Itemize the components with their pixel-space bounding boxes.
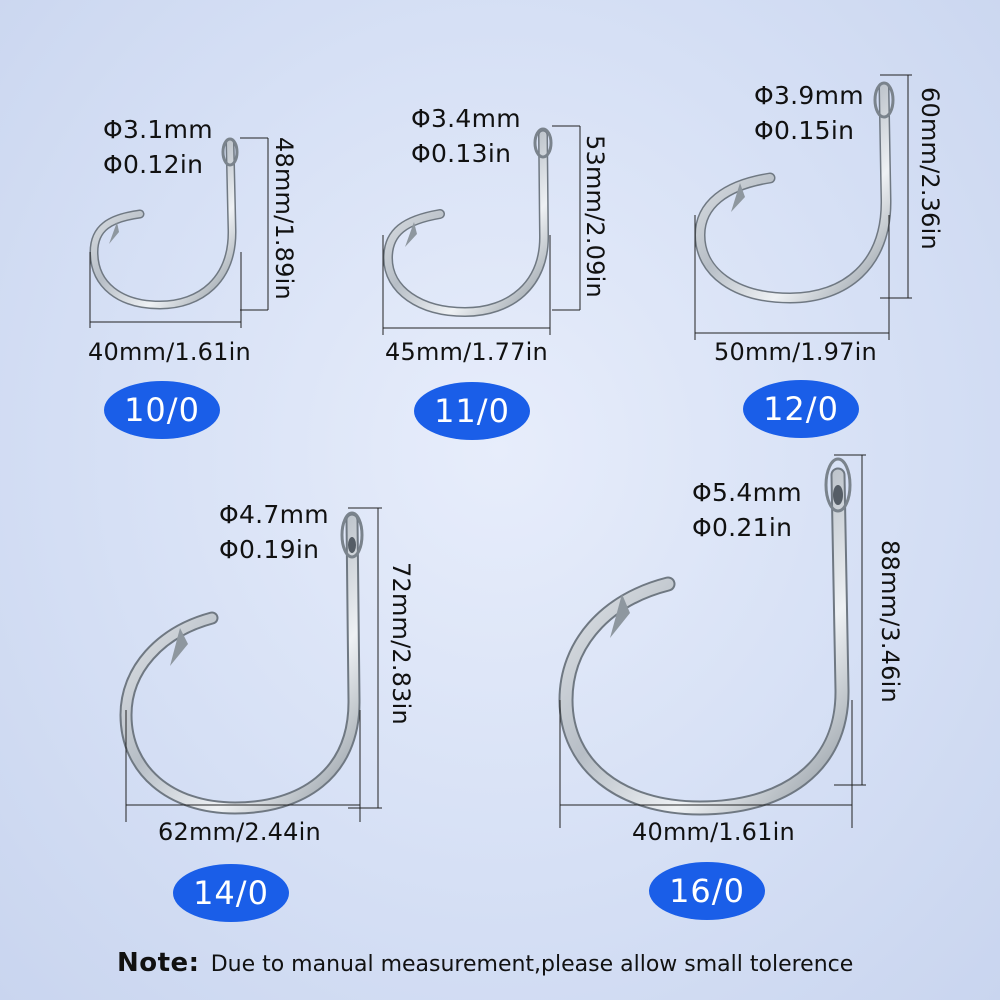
hook-14-0-height-label: 72mm/2.83in xyxy=(387,562,415,725)
hook-10-0-dimension-lines xyxy=(89,137,269,328)
hook-11-0-wire-mm: Φ3.4mm xyxy=(411,104,521,133)
hook-10-0-wire-mm: Φ3.1mm xyxy=(103,115,213,144)
hook-12-0-wire-mm: Φ3.9mm xyxy=(754,81,864,110)
hook-14-0-wire-diameter: Φ4.7mm Φ0.19in xyxy=(219,497,329,567)
hook-14-0-size-badge: 14/0 xyxy=(173,864,289,922)
hook-16-0-height-label: 88mm/3.46in xyxy=(876,540,904,703)
hook-16-0-drawing xyxy=(558,457,852,816)
hook-12-0-wire-diameter: Φ3.9mm Φ0.15in xyxy=(754,78,864,148)
hook-16-0-wire-mm: Φ5.4mm xyxy=(692,478,802,507)
hook-14-0-wire-mm: Φ4.7mm xyxy=(219,500,329,529)
hook-12-0-dimension-lines xyxy=(694,74,912,340)
hook-14-0-dimension-lines xyxy=(125,507,382,822)
hook-16-0-wire-diameter: Φ5.4mm Φ0.21in xyxy=(692,475,802,545)
hook-16-0-dimension-lines xyxy=(559,454,866,828)
hook-11-0-dimension-lines xyxy=(382,125,581,335)
hook-14-0-width-label: 62mm/2.44in xyxy=(158,818,321,846)
hook-10-0-height-label: 48mm/1.89in xyxy=(270,137,298,300)
hook-12-0-height-label: 60mm/2.36in xyxy=(916,87,944,250)
hook-10-0-width-label: 40mm/1.61in xyxy=(88,338,251,366)
hook-12-0-wire-in: Φ0.15in xyxy=(754,116,855,145)
hook-16-0-size-badge: 16/0 xyxy=(649,862,765,920)
hook-11-0-width-label: 45mm/1.77in xyxy=(385,338,548,366)
hook-10-0-wire-in: Φ0.12in xyxy=(103,150,204,179)
hook-14-0-wire-in: Φ0.19in xyxy=(219,535,320,564)
hook-10-0-drawing xyxy=(89,137,239,310)
note-text: Due to manual measurement,please allow s… xyxy=(210,952,854,977)
hook-12-0-width-label: 50mm/1.97in xyxy=(714,338,877,366)
hook-10-0-wire-diameter: Φ3.1mm Φ0.12in xyxy=(103,112,213,182)
hook-11-0-wire-in: Φ0.13in xyxy=(411,139,512,168)
hook-12-0-drawing xyxy=(694,81,895,304)
measurement-note: Note: Due to manual measurement,please a… xyxy=(117,948,853,978)
hook-10-0-size-badge: 10/0 xyxy=(104,381,220,439)
hook-11-0-height-label: 53mm/2.09in xyxy=(581,135,609,298)
hook-11-0-drawing xyxy=(382,127,553,318)
hook-12-0-size-badge: 12/0 xyxy=(743,380,859,438)
hook-14-0-drawing xyxy=(119,511,364,815)
hook-11-0-size-badge: 11/0 xyxy=(414,382,530,440)
hook-16-0-wire-in: Φ0.21in xyxy=(692,513,793,542)
hook-16-0-width-label: 40mm/1.61in xyxy=(632,818,795,846)
note-label: Note: xyxy=(117,948,200,978)
hook-11-0-wire-diameter: Φ3.4mm Φ0.13in xyxy=(411,101,521,171)
